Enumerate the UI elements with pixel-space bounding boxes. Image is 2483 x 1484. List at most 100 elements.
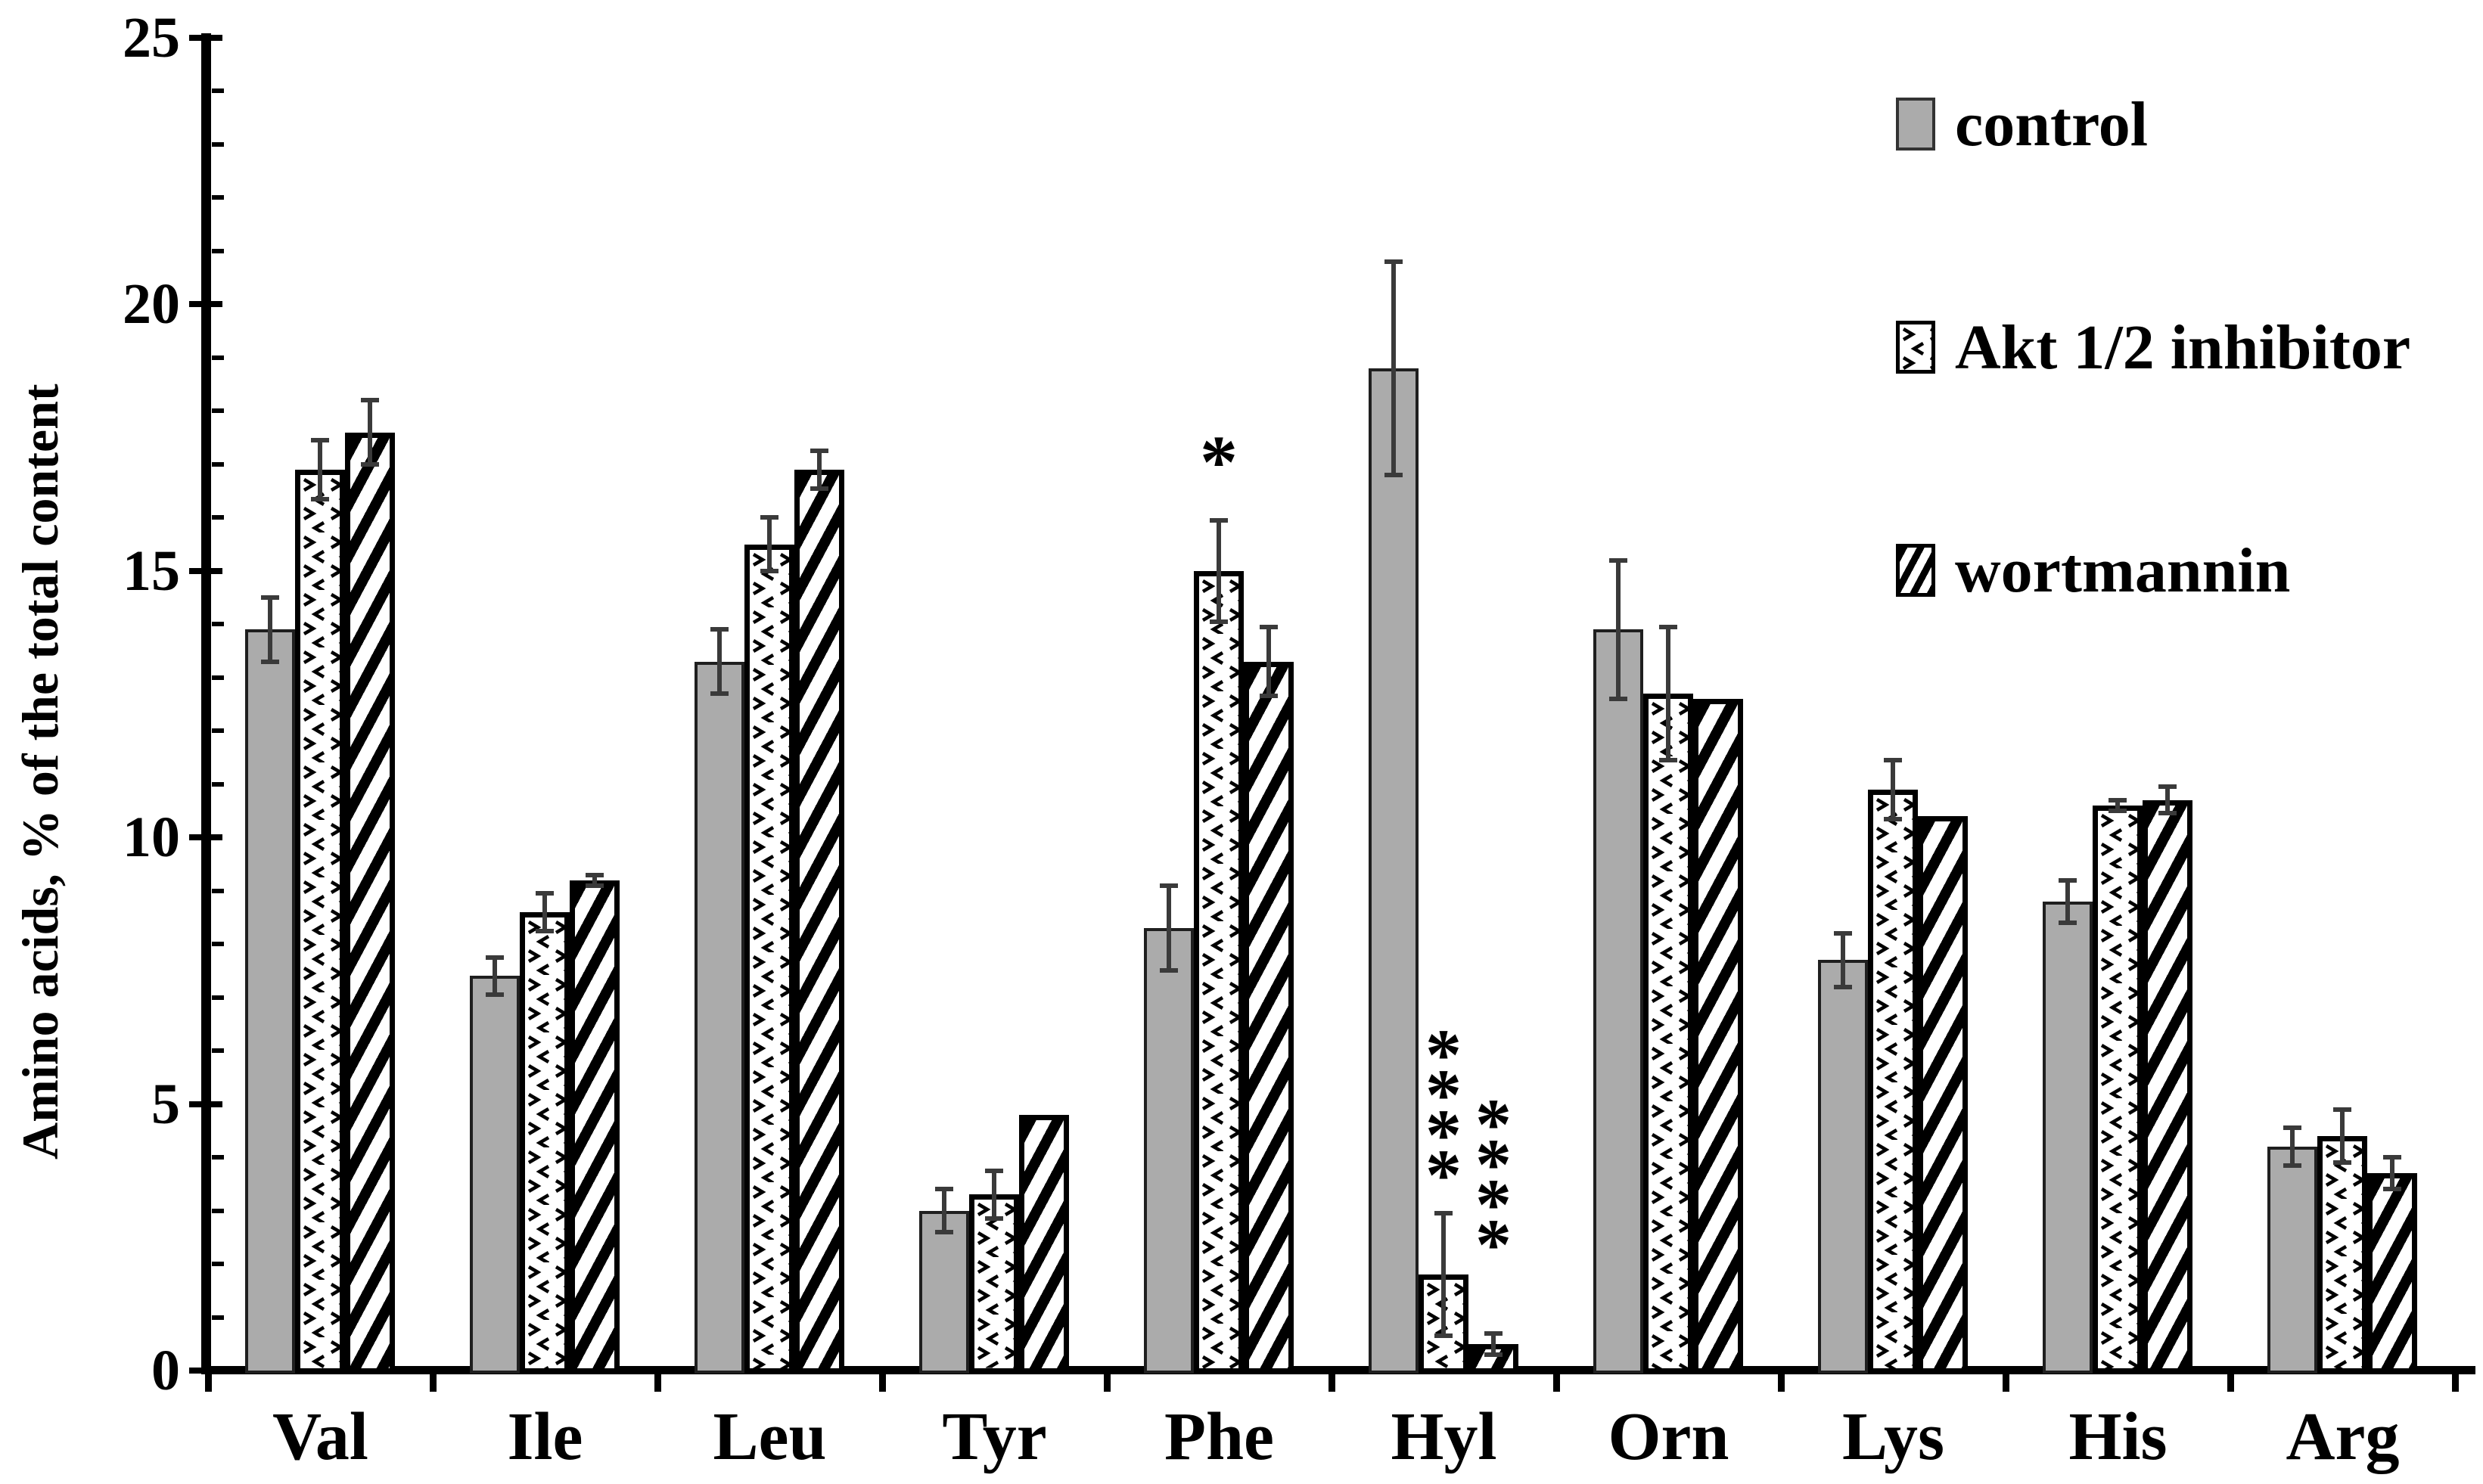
error-bar-cap-bottom <box>1210 619 1228 624</box>
bar-leu-control <box>695 661 744 1374</box>
category-label: Ile <box>507 1399 583 1474</box>
bar-tyr-control <box>919 1210 969 1374</box>
y-minor-tick <box>212 355 224 360</box>
error-bar-cap-top <box>810 449 828 454</box>
y-tick-label: 10 <box>123 806 180 870</box>
bar-val-control <box>245 629 295 1374</box>
error-bar-cap-bottom <box>2383 1187 2401 1192</box>
bar-arg-control <box>2267 1146 2317 1374</box>
x-tick <box>654 1371 661 1392</box>
error-bar-line <box>1666 626 1670 760</box>
y-minor-tick <box>212 461 224 467</box>
bar-lys-control <box>1818 960 1868 1374</box>
bar-his-control <box>2043 901 2093 1374</box>
error-bar-line <box>1841 933 1845 987</box>
bar-tyr-wortmannin <box>1019 1114 1069 1374</box>
y-minor-tick <box>212 675 224 680</box>
y-major-tick <box>189 834 222 841</box>
bar-hyl-control <box>1369 368 1419 1374</box>
y-minor-tick <box>212 1208 224 1213</box>
y-minor-tick <box>212 995 224 1000</box>
error-bar-cap-bottom <box>1609 696 1627 701</box>
x-tick <box>1104 1371 1111 1392</box>
error-bar-line <box>717 629 722 694</box>
error-bar-cap-bottom <box>810 486 828 491</box>
error-bar-cap-bottom <box>935 1229 953 1234</box>
error-bar-cap-top <box>261 595 279 601</box>
y-tick-label: 5 <box>151 1072 180 1136</box>
error-bar-cap-top <box>1609 557 1627 563</box>
bar-lys-wortmannin <box>1918 816 1968 1374</box>
error-bar-cap-top <box>1884 758 1902 762</box>
error-bar-cap-top <box>2158 784 2177 790</box>
bar-tyr-akt-inhibitor <box>969 1194 1019 1374</box>
error-bar-cap-bottom <box>2333 1160 2351 1166</box>
significance-annotation: * * * * <box>1475 1083 1512 1285</box>
error-bar-line <box>2115 799 2120 811</box>
bar-his-wortmannin <box>2143 799 2192 1374</box>
bar-val-wortmannin <box>345 432 395 1374</box>
error-bar-cap-bottom <box>361 461 379 467</box>
error-bar-cap-bottom <box>2109 808 2127 813</box>
y-minor-tick <box>212 1155 224 1160</box>
error-bar-cap-bottom <box>985 1216 1003 1222</box>
error-bar-cap-top <box>2283 1125 2301 1131</box>
y-minor-tick <box>212 248 224 253</box>
error-bar-cap-bottom <box>1434 1333 1453 1339</box>
error-bar-line <box>368 400 372 464</box>
error-bar-line <box>2340 1109 2345 1163</box>
error-bar-cap-top <box>536 891 554 896</box>
error-bar-cap-top <box>935 1187 953 1192</box>
error-bar-line <box>942 1189 946 1232</box>
category-label: Val <box>272 1399 368 1474</box>
y-minor-tick <box>212 781 224 787</box>
bar-phe-control <box>1144 928 1194 1374</box>
bar-leu-akt-inhibitor <box>744 544 794 1374</box>
error-bar-cap-bottom <box>586 883 604 888</box>
error-bar-cap-top <box>760 515 778 520</box>
error-bar-line <box>2065 880 2070 923</box>
error-bar-line <box>1616 560 1621 699</box>
y-axis-spine <box>201 33 211 1374</box>
bar-arg-wortmannin <box>2367 1173 2417 1374</box>
error-bar-cap-top <box>361 398 379 403</box>
legend-swatch-wortmannin-hatch-icon <box>1896 544 1935 597</box>
error-bar-cap-bottom <box>1834 984 1852 989</box>
x-tick <box>2227 1371 2234 1392</box>
error-bar-line <box>2165 787 2170 814</box>
y-major-tick <box>189 35 222 41</box>
x-tick <box>1553 1371 1560 1392</box>
legend-item-control: control <box>1896 89 2410 160</box>
bar-phe-akt-inhibitor <box>1194 570 1244 1374</box>
error-bar-cap-top <box>710 627 729 632</box>
bar-ile-akt-inhibitor <box>520 911 570 1374</box>
error-bar-cap-top <box>1659 624 1677 629</box>
error-bar-line <box>1891 760 1895 819</box>
y-minor-tick <box>212 1048 224 1054</box>
error-bar-cap-top <box>586 872 604 877</box>
error-bar-cap-bottom <box>2059 920 2077 925</box>
error-bar-cap-top <box>2383 1155 2401 1160</box>
x-tick <box>205 1371 212 1392</box>
error-bar-line <box>268 598 272 662</box>
error-bar-cap-bottom <box>1484 1352 1503 1357</box>
error-bar-cap-top <box>1484 1330 1503 1336</box>
error-bar-line <box>992 1170 996 1219</box>
error-bar-cap-top <box>311 438 329 443</box>
y-minor-tick <box>212 888 224 893</box>
error-bar-line <box>1391 262 1396 475</box>
legend: control Akt 1/2 inhibitor wortmannin <box>1896 89 2410 606</box>
bar-leu-wortmannin <box>794 469 844 1374</box>
y-minor-tick <box>212 88 224 94</box>
x-tick <box>430 1371 437 1392</box>
x-tick <box>879 1371 886 1392</box>
category-label: Leu <box>713 1399 827 1474</box>
error-bar-line <box>767 517 772 571</box>
error-bar-line <box>817 451 822 489</box>
error-bar-line <box>1441 1213 1446 1337</box>
category-label: Lys <box>1841 1399 1945 1474</box>
error-bar-line <box>493 957 497 995</box>
y-tick-label: 25 <box>123 6 180 70</box>
